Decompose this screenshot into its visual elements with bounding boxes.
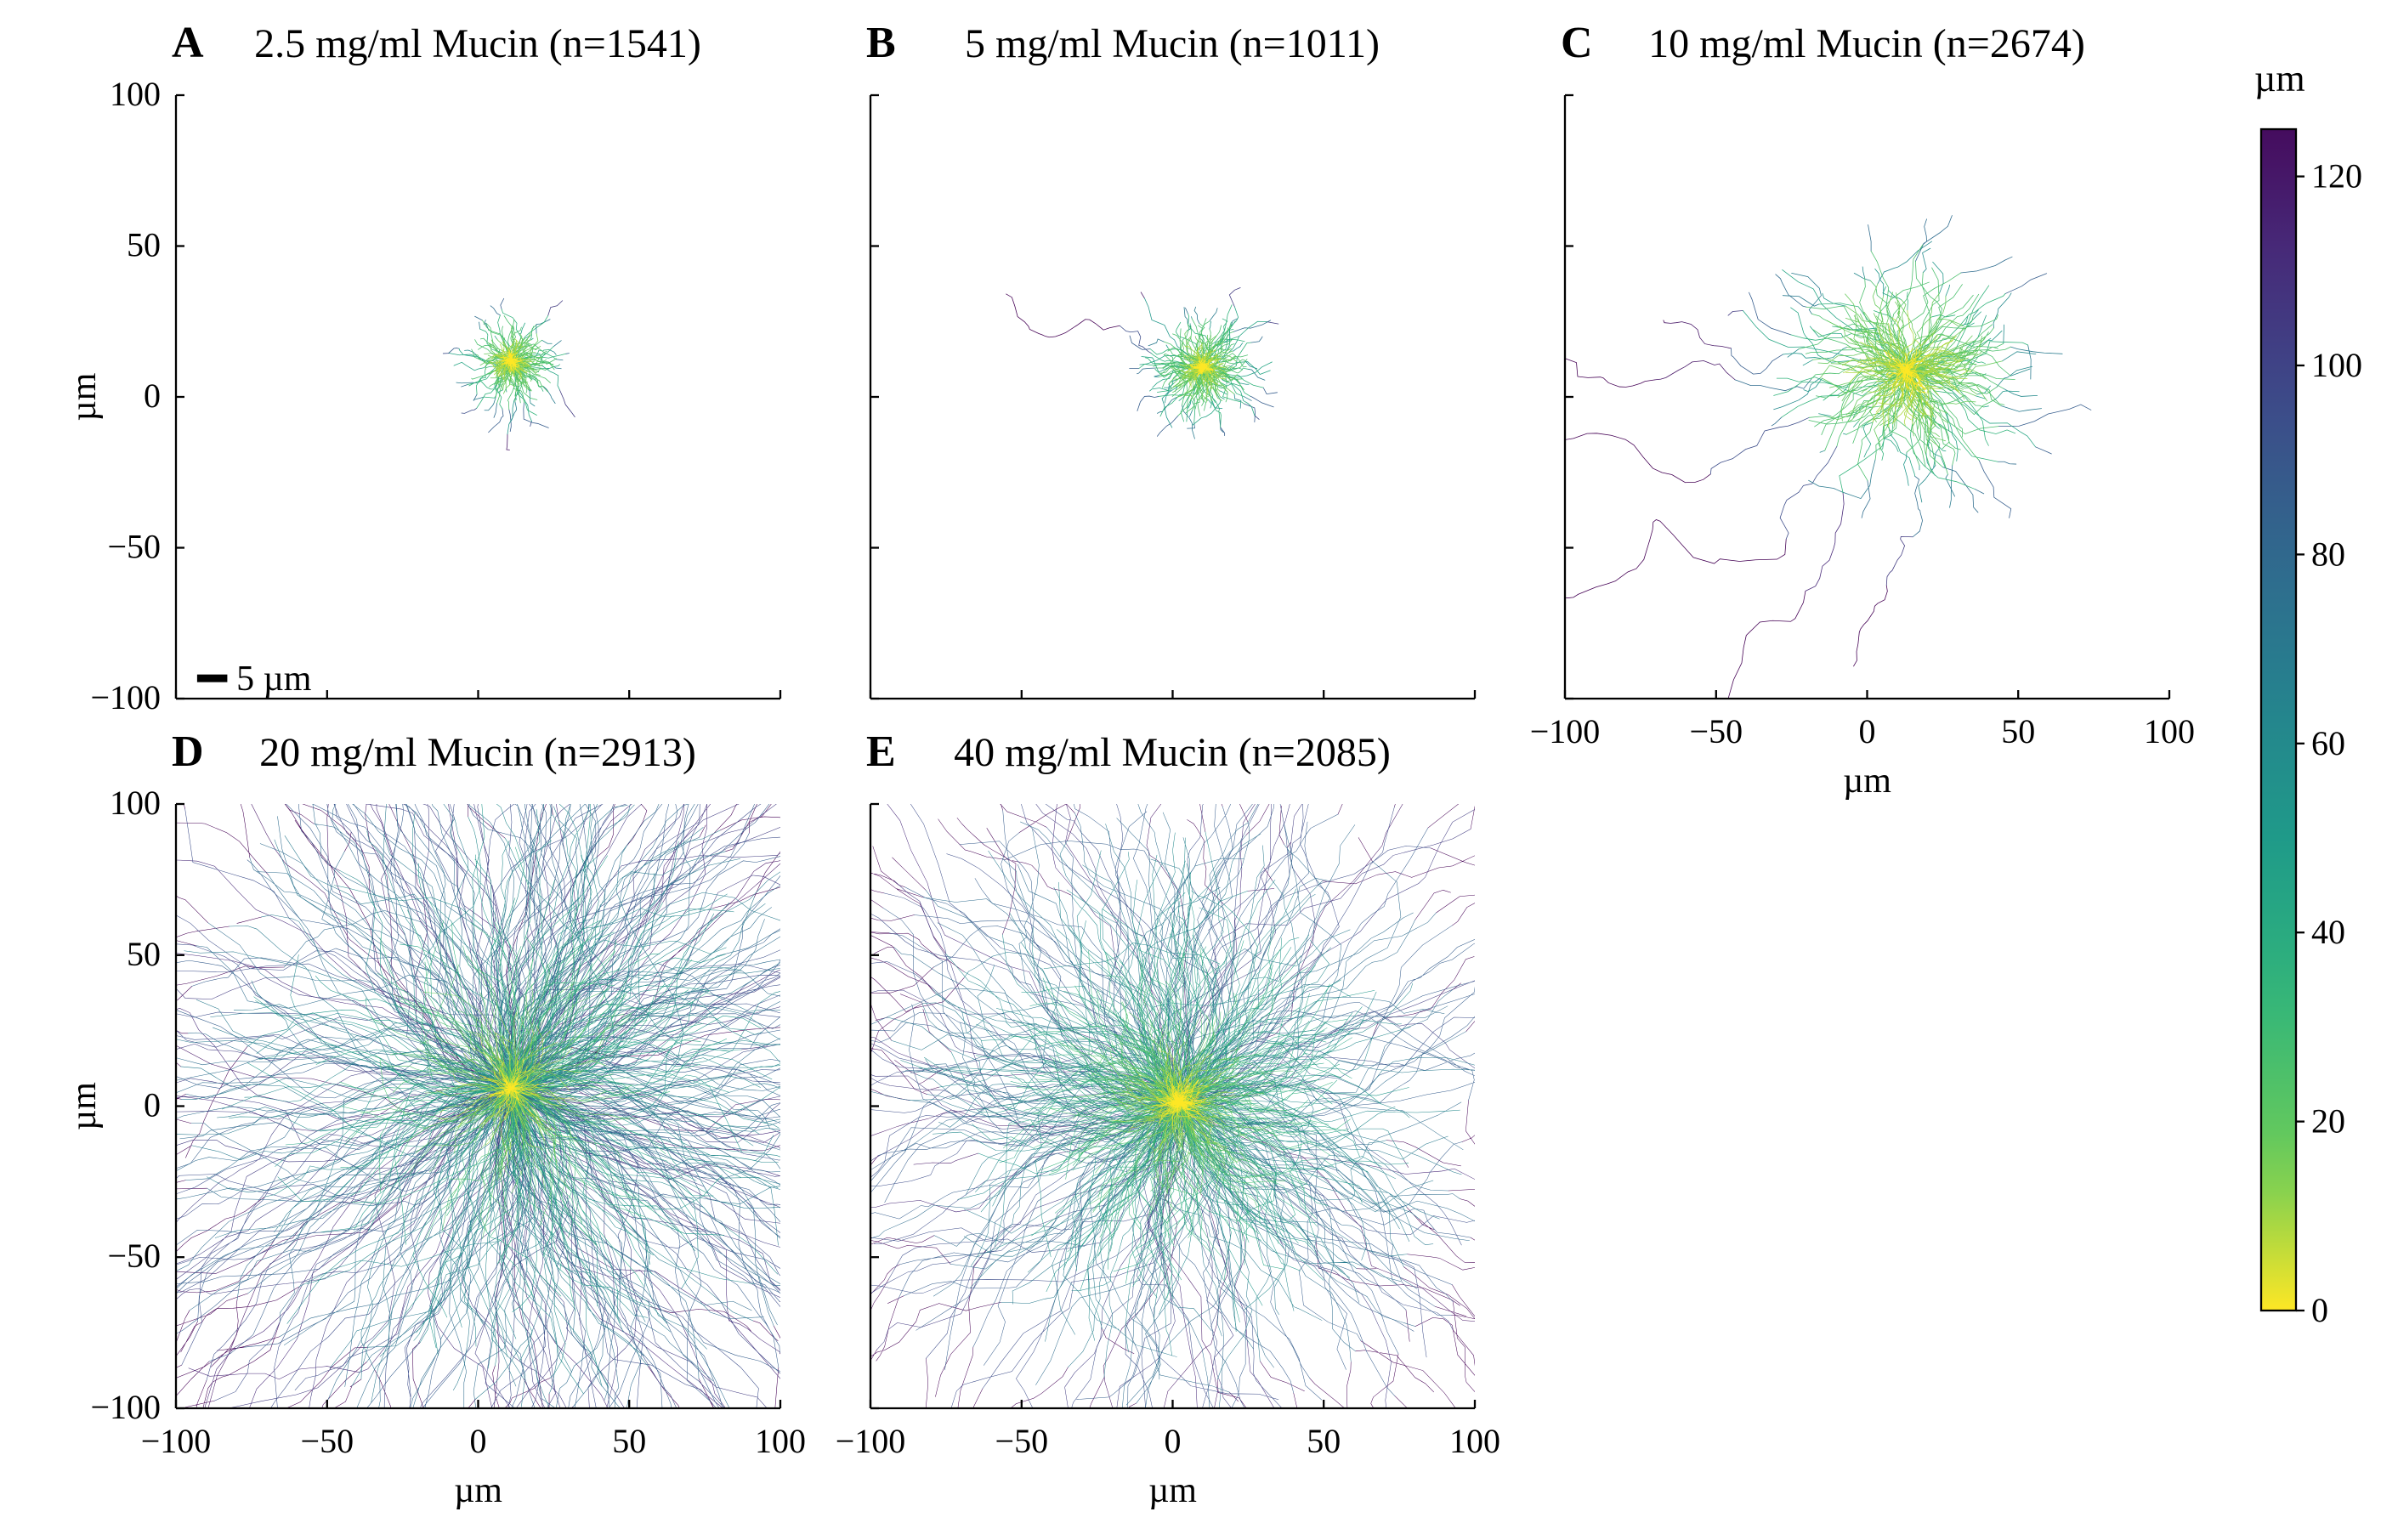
svg-text:50: 50 xyxy=(1307,1422,1341,1460)
svg-text:20 mg/ml Mucin (n=2913): 20 mg/ml Mucin (n=2913) xyxy=(259,730,696,775)
svg-text:−100: −100 xyxy=(90,1388,161,1426)
svg-text:40: 40 xyxy=(2311,913,2345,951)
svg-text:50: 50 xyxy=(2001,712,2035,750)
svg-text:−50: −50 xyxy=(1690,712,1743,750)
svg-text:100: 100 xyxy=(2144,712,2195,750)
svg-text:−100: −100 xyxy=(1530,712,1601,750)
svg-text:80: 80 xyxy=(2311,535,2345,573)
svg-text:−50: −50 xyxy=(107,1237,161,1275)
svg-text:0: 0 xyxy=(1859,712,1876,750)
svg-text:−100: −100 xyxy=(141,1422,212,1460)
svg-text:20: 20 xyxy=(2311,1102,2345,1141)
svg-text:5 mg/ml Mucin (n=1011): 5 mg/ml Mucin (n=1011) xyxy=(965,21,1380,66)
svg-text:µm: µm xyxy=(1148,1471,1197,1510)
svg-text:0: 0 xyxy=(144,377,161,415)
svg-text:0: 0 xyxy=(2311,1291,2328,1329)
svg-text:−50: −50 xyxy=(995,1422,1049,1460)
svg-text:60: 60 xyxy=(2311,724,2345,762)
svg-text:40 mg/ml Mucin (n=2085): 40 mg/ml Mucin (n=2085) xyxy=(954,730,1391,775)
svg-text:−100: −100 xyxy=(836,1422,906,1460)
svg-text:5 µm: 5 µm xyxy=(236,660,312,699)
svg-text:120: 120 xyxy=(2311,157,2362,195)
svg-text:100: 100 xyxy=(2311,346,2362,384)
svg-text:µm: µm xyxy=(65,372,104,421)
svg-text:50: 50 xyxy=(127,226,161,264)
svg-text:A: A xyxy=(172,19,204,67)
svg-text:50: 50 xyxy=(612,1422,646,1460)
svg-text:0: 0 xyxy=(470,1422,487,1460)
svg-text:100: 100 xyxy=(1449,1422,1500,1460)
svg-text:0: 0 xyxy=(144,1086,161,1124)
svg-text:100: 100 xyxy=(755,1422,806,1460)
svg-text:0: 0 xyxy=(1165,1422,1182,1460)
svg-text:100: 100 xyxy=(110,75,161,113)
svg-text:2.5 mg/ml Mucin (n=1541): 2.5 mg/ml Mucin (n=1541) xyxy=(254,21,701,66)
svg-text:µm: µm xyxy=(65,1082,104,1130)
svg-text:µm: µm xyxy=(2254,58,2305,99)
svg-text:µm: µm xyxy=(454,1471,502,1510)
svg-text:50: 50 xyxy=(127,935,161,973)
svg-text:C: C xyxy=(1561,19,1593,67)
svg-text:100: 100 xyxy=(110,784,161,822)
svg-text:D: D xyxy=(172,728,204,776)
svg-text:−100: −100 xyxy=(90,678,161,716)
svg-text:10 mg/ml Mucin (n=2674): 10 mg/ml Mucin (n=2674) xyxy=(1648,21,2085,66)
svg-text:B: B xyxy=(866,19,896,67)
svg-text:−50: −50 xyxy=(107,528,161,566)
svg-text:µm: µm xyxy=(1843,762,1891,801)
svg-text:E: E xyxy=(866,728,896,776)
svg-text:−50: −50 xyxy=(301,1422,354,1460)
